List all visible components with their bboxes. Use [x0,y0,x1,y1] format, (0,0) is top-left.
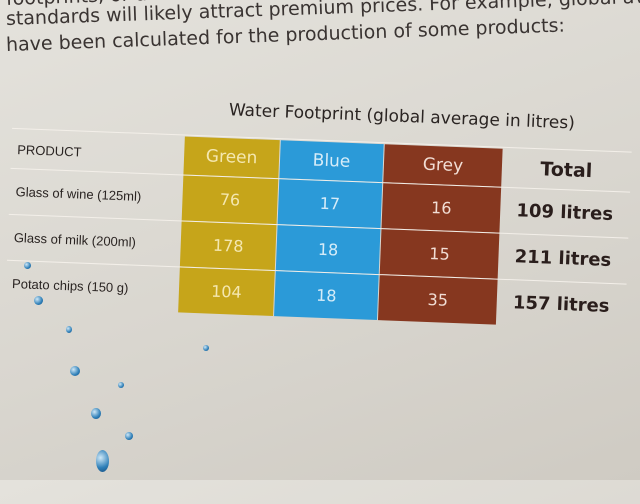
total-cell: 211 litres [514,245,612,271]
table-title: Water Footprint (global average in litre… [228,100,576,134]
header-product: PRODUCT [16,141,82,160]
header-grey: Grey [383,144,503,187]
green-cell: 104 [178,266,275,317]
total-cell: 109 litres [516,199,614,225]
blue-cell: 18 [275,224,381,275]
water-drop [91,408,101,419]
grey-cell: 35 [377,274,498,325]
grey-cell: 16 [381,182,502,233]
water-drop [24,262,31,269]
water-drop [66,326,72,333]
water-drop [70,366,80,376]
blue-cell: 18 [274,270,379,321]
grey-cell: 15 [379,228,500,279]
green-cell: 76 [181,174,279,225]
product-cell: Glass of wine (125ml) [15,183,142,204]
header-blue: Blue [279,140,384,183]
green-cell: 178 [179,220,277,271]
product-cell: Glass of milk (200ml) [13,229,137,250]
header-green: Green [183,136,280,179]
water-drop [96,450,109,472]
header-total: Total [539,158,593,183]
page: {"intro": {"lines": ["footprints, or a",… [0,0,640,480]
water-drop [34,296,43,305]
total-cell: 157 litres [512,291,610,317]
blue-cell: 17 [277,178,383,229]
water-drop [118,382,124,388]
water-drop [125,432,133,440]
water-drop [203,345,209,351]
